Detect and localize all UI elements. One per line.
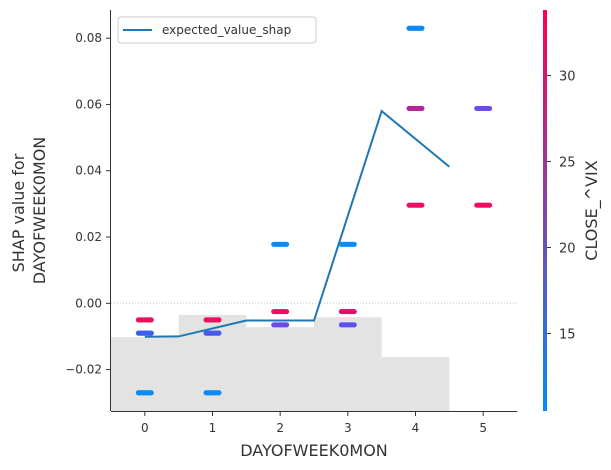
y-axis-label: SHAP value for DAYOFWEEK0MON — [9, 137, 49, 285]
histogram-bar — [111, 337, 179, 411]
y-tick-label: 0.06 — [75, 97, 102, 111]
x-axis-label: DAYOFWEEK0MON — [240, 441, 388, 460]
scatter-point — [351, 241, 357, 247]
scatter-point — [216, 330, 222, 336]
colorbar-ticks: 15 20 25 30 — [547, 69, 576, 343]
scatter-point — [419, 202, 425, 208]
x-ticks: 0 1 2 3 4 5 — [141, 411, 487, 435]
y-axis-label-line-2: DAYOFWEEK0MON — [30, 137, 49, 285]
scatter-point — [216, 390, 222, 396]
y-tick-label: 0.08 — [75, 31, 102, 45]
x-tick-label: 0 — [141, 421, 149, 435]
x-tick-label: 1 — [209, 421, 217, 435]
scatter-point — [351, 308, 357, 315]
expected-value-line — [144, 109, 450, 338]
scatter-point — [486, 202, 493, 208]
histogram-bars — [111, 314, 450, 411]
scatter-point — [419, 25, 425, 31]
scatter-point — [148, 330, 154, 336]
legend-box — [117, 16, 317, 44]
colorbar-tick-label: 15 — [559, 328, 576, 343]
legend: expected_value_shap — [117, 16, 317, 44]
x-tick-label: 4 — [412, 421, 420, 435]
scatter-point — [419, 105, 425, 112]
scatter-point — [148, 317, 154, 323]
colorbar-tick-label: 20 — [559, 242, 576, 257]
scatter-point — [283, 322, 290, 328]
x-tick-label: 3 — [344, 421, 352, 435]
y-tick-label: 0.04 — [75, 164, 102, 178]
colorbar-label: CLOSE_^VIX — [582, 160, 602, 260]
histogram-bar — [381, 356, 450, 411]
histogram-bar — [314, 317, 382, 411]
scatter-point — [148, 390, 154, 396]
y-ticks: −0.02 0.00 0.02 0.04 0.06 0.08 — [65, 31, 111, 377]
scatter-point — [216, 317, 222, 323]
y-tick-label: −0.02 — [65, 363, 102, 377]
scatter-points — [135, 25, 493, 396]
colorbar — [543, 10, 547, 411]
x-tick-label: 5 — [479, 421, 487, 435]
y-axis-label-line-1: SHAP value for — [9, 153, 28, 272]
colorbar-tick-label: 25 — [559, 155, 576, 170]
colorbar-tick-label: 30 — [559, 69, 576, 84]
scatter-point — [283, 241, 290, 247]
y-tick-label: 0.02 — [75, 230, 102, 244]
histogram-bar — [246, 327, 314, 411]
y-tick-label: 0.00 — [75, 296, 102, 310]
axes — [110, 10, 517, 412]
scatter-point — [351, 322, 357, 328]
x-tick-label: 2 — [276, 421, 284, 435]
scatter-point — [283, 308, 290, 315]
scatter-point — [486, 105, 493, 112]
legend-entry: expected_value_shap — [162, 23, 291, 37]
